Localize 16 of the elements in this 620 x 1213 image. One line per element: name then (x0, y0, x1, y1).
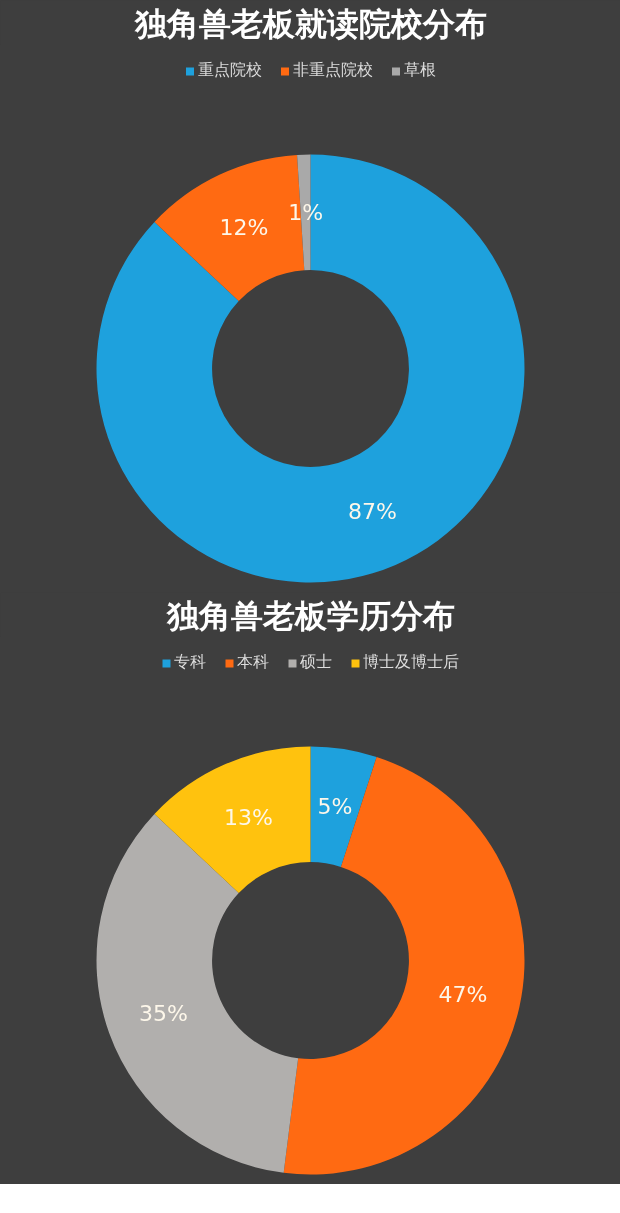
data-label: 13% (224, 804, 273, 830)
data-label: 1% (288, 199, 324, 225)
legend-label: 硕士 (300, 652, 332, 673)
chart-title: 独角兽老板学历分布 (165, 596, 455, 635)
legend-label: 博士及博士后 (363, 652, 459, 673)
data-label: 87% (348, 499, 397, 525)
legend-label: 非重点院校 (292, 60, 373, 81)
legend-label: 本科 (237, 652, 269, 673)
data-label: 5% (317, 793, 353, 819)
legend-label: 专科 (174, 652, 206, 673)
chart-title: 独角兽老板就读院校分布 (133, 4, 487, 43)
legend-label: 草根 (403, 60, 436, 81)
data-label: 35% (139, 1000, 188, 1026)
legend-label: 重点院校 (197, 60, 262, 81)
data-label: 47% (438, 982, 488, 1008)
data-label: 12% (219, 214, 269, 240)
